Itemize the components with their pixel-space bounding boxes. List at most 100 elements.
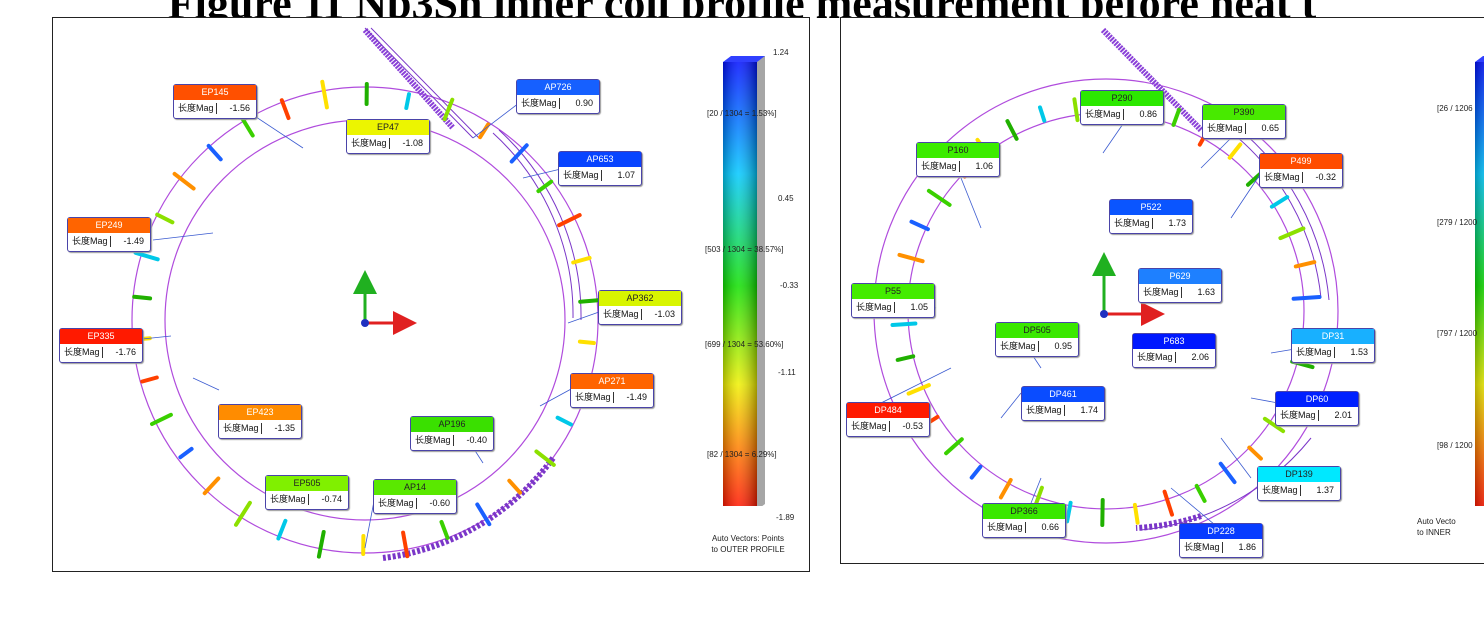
point-label-dp60: DP60 长度Mag 2.01 — [1275, 391, 1359, 426]
deviation-vector — [439, 520, 450, 540]
mag-key: 长度Mag — [1000, 341, 1036, 351]
deviation-vector — [178, 446, 194, 460]
mag-key: 长度Mag — [851, 421, 887, 431]
origin-dot — [1100, 310, 1108, 318]
point-label-ep505: EP505 长度Mag -0.74 — [265, 475, 349, 510]
point-id: P522 — [1110, 200, 1192, 215]
deviation-vector — [316, 530, 326, 559]
mag-value: -0.40 — [466, 435, 487, 445]
point-id: DP484 — [847, 403, 929, 418]
vector-caption: Auto Vectors: Points to OUTER PROFILE — [693, 533, 803, 555]
deviation-vector — [1269, 195, 1290, 209]
point-id: EP249 — [68, 218, 150, 233]
mag-value: 1.37 — [1316, 485, 1334, 495]
point-label-p683: P683 长度Mag 2.06 — [1132, 333, 1216, 368]
point-id: DP31 — [1292, 329, 1374, 344]
scale-range-4: [82 / 1304 = 6.29%] — [707, 450, 777, 459]
point-label-p290: P290 长度Mag 0.86 — [1080, 90, 1164, 125]
mag-value: 0.95 — [1054, 341, 1072, 351]
point-id: DP60 — [1276, 392, 1358, 407]
color-scale-bar — [723, 56, 765, 506]
point-label-ap653: AP653 长度Mag 1.07 — [558, 151, 642, 186]
mag-key: 长度Mag — [575, 392, 611, 402]
scale-range-1: [20 / 1304 = 1.53%] — [707, 109, 777, 118]
deviation-vector — [1171, 107, 1181, 127]
vector-caption-line2: to INNER — [1417, 528, 1451, 537]
deviation-vector — [507, 478, 522, 495]
mag-value: 1.53 — [1350, 347, 1368, 357]
deviation-vector — [140, 375, 159, 384]
mag-key: 长度Mag — [1296, 347, 1332, 357]
scale-min: -1.89 — [776, 513, 795, 522]
point-label-dp484: DP484 长度Mag -0.53 — [846, 402, 930, 437]
vector-caption-line1: Auto Vectors: Points — [711, 534, 785, 543]
point-label-ep47: EP47 长度Mag -1.08 — [346, 119, 430, 154]
point-label-ep249: EP249 长度Mag -1.49 — [67, 217, 151, 252]
point-id: EP47 — [347, 120, 429, 135]
deviation-vector — [890, 321, 918, 327]
deviation-vector — [906, 383, 931, 396]
deviation-vector — [475, 502, 492, 527]
mag-key: 长度Mag — [270, 494, 306, 504]
mag-value: -1.56 — [229, 103, 250, 113]
mag-key: 长度Mag — [563, 170, 599, 180]
mag-key: 长度Mag — [1184, 542, 1220, 552]
deviation-vector — [1227, 142, 1243, 160]
mag-value: 2.06 — [1191, 352, 1209, 362]
deviation-vector — [571, 255, 592, 265]
mag-key: 长度Mag — [987, 522, 1023, 532]
deviation-vector — [577, 339, 596, 345]
mag-key: 长度Mag — [603, 309, 639, 319]
point-label-p629: P629 长度Mag 1.63 — [1138, 268, 1222, 303]
inner-profile-panel: P290 长度Mag 0.86 P390 长度Mag 0.65 P160 长度Mag… — [840, 17, 1484, 564]
point-id: EP145 — [174, 85, 256, 100]
point-label-ep335: EP335 长度Mag -1.76 — [59, 328, 143, 363]
mag-key: 长度Mag — [1114, 218, 1150, 228]
deviation-vector — [1072, 97, 1080, 123]
point-id: P160 — [917, 143, 999, 158]
deviation-vector — [172, 171, 196, 191]
scale-range-4: [98 / 1200 — [1437, 441, 1473, 450]
mag-value: -0.60 — [429, 498, 450, 508]
point-id: AP726 — [517, 80, 599, 95]
deviation-vector — [1005, 119, 1019, 141]
point-id: AP196 — [411, 417, 493, 432]
mag-key: 长度Mag — [521, 98, 557, 108]
mag-value: 1.05 — [910, 302, 928, 312]
color-scale-bar — [1475, 56, 1484, 506]
mag-key: 长度Mag — [1085, 109, 1121, 119]
deviation-vector — [926, 188, 952, 207]
deviation-vector — [276, 518, 288, 541]
deviation-vector — [133, 250, 160, 262]
point-id: AP653 — [559, 152, 641, 167]
point-id: EP423 — [219, 405, 301, 420]
deviation-vector — [1218, 461, 1237, 485]
point-id: AP271 — [571, 374, 653, 389]
mag-key: 长度Mag — [1262, 485, 1298, 495]
mag-value: 1.74 — [1080, 405, 1098, 415]
outer-profile-panel: EP145 长度Mag -1.56 EP47 长度Mag -1.08 AP726 长… — [52, 17, 810, 572]
vector-caption-line1: Auto Vecto — [1417, 517, 1456, 526]
point-label-ap726: AP726 长度Mag 0.90 — [516, 79, 600, 114]
scale-range-2: [503 / 1304 = 38.57%] — [705, 245, 784, 254]
deviation-vector — [555, 415, 573, 427]
point-id: P499 — [1260, 154, 1342, 169]
deviation-vector — [895, 354, 916, 362]
deviation-vector — [1132, 502, 1140, 525]
mag-value: -1.03 — [654, 309, 675, 319]
point-id: P55 — [852, 284, 934, 299]
mag-value: -1.35 — [274, 423, 295, 433]
mag-key: 长度Mag — [351, 138, 387, 148]
deviation-vector — [944, 437, 964, 456]
mag-value: -1.08 — [402, 138, 423, 148]
mag-value: 0.86 — [1139, 109, 1157, 119]
deviation-vector — [150, 412, 173, 426]
mag-key: 长度Mag — [378, 498, 414, 508]
deviation-vector — [132, 294, 153, 301]
mag-key: 长度Mag — [1280, 410, 1316, 420]
leader-lines — [880, 120, 1302, 531]
point-label-p55: P55 长度Mag 1.05 — [851, 283, 935, 318]
deviation-vector — [1247, 445, 1263, 461]
mag-value: 1.86 — [1238, 542, 1256, 552]
point-id: AP14 — [374, 480, 456, 495]
